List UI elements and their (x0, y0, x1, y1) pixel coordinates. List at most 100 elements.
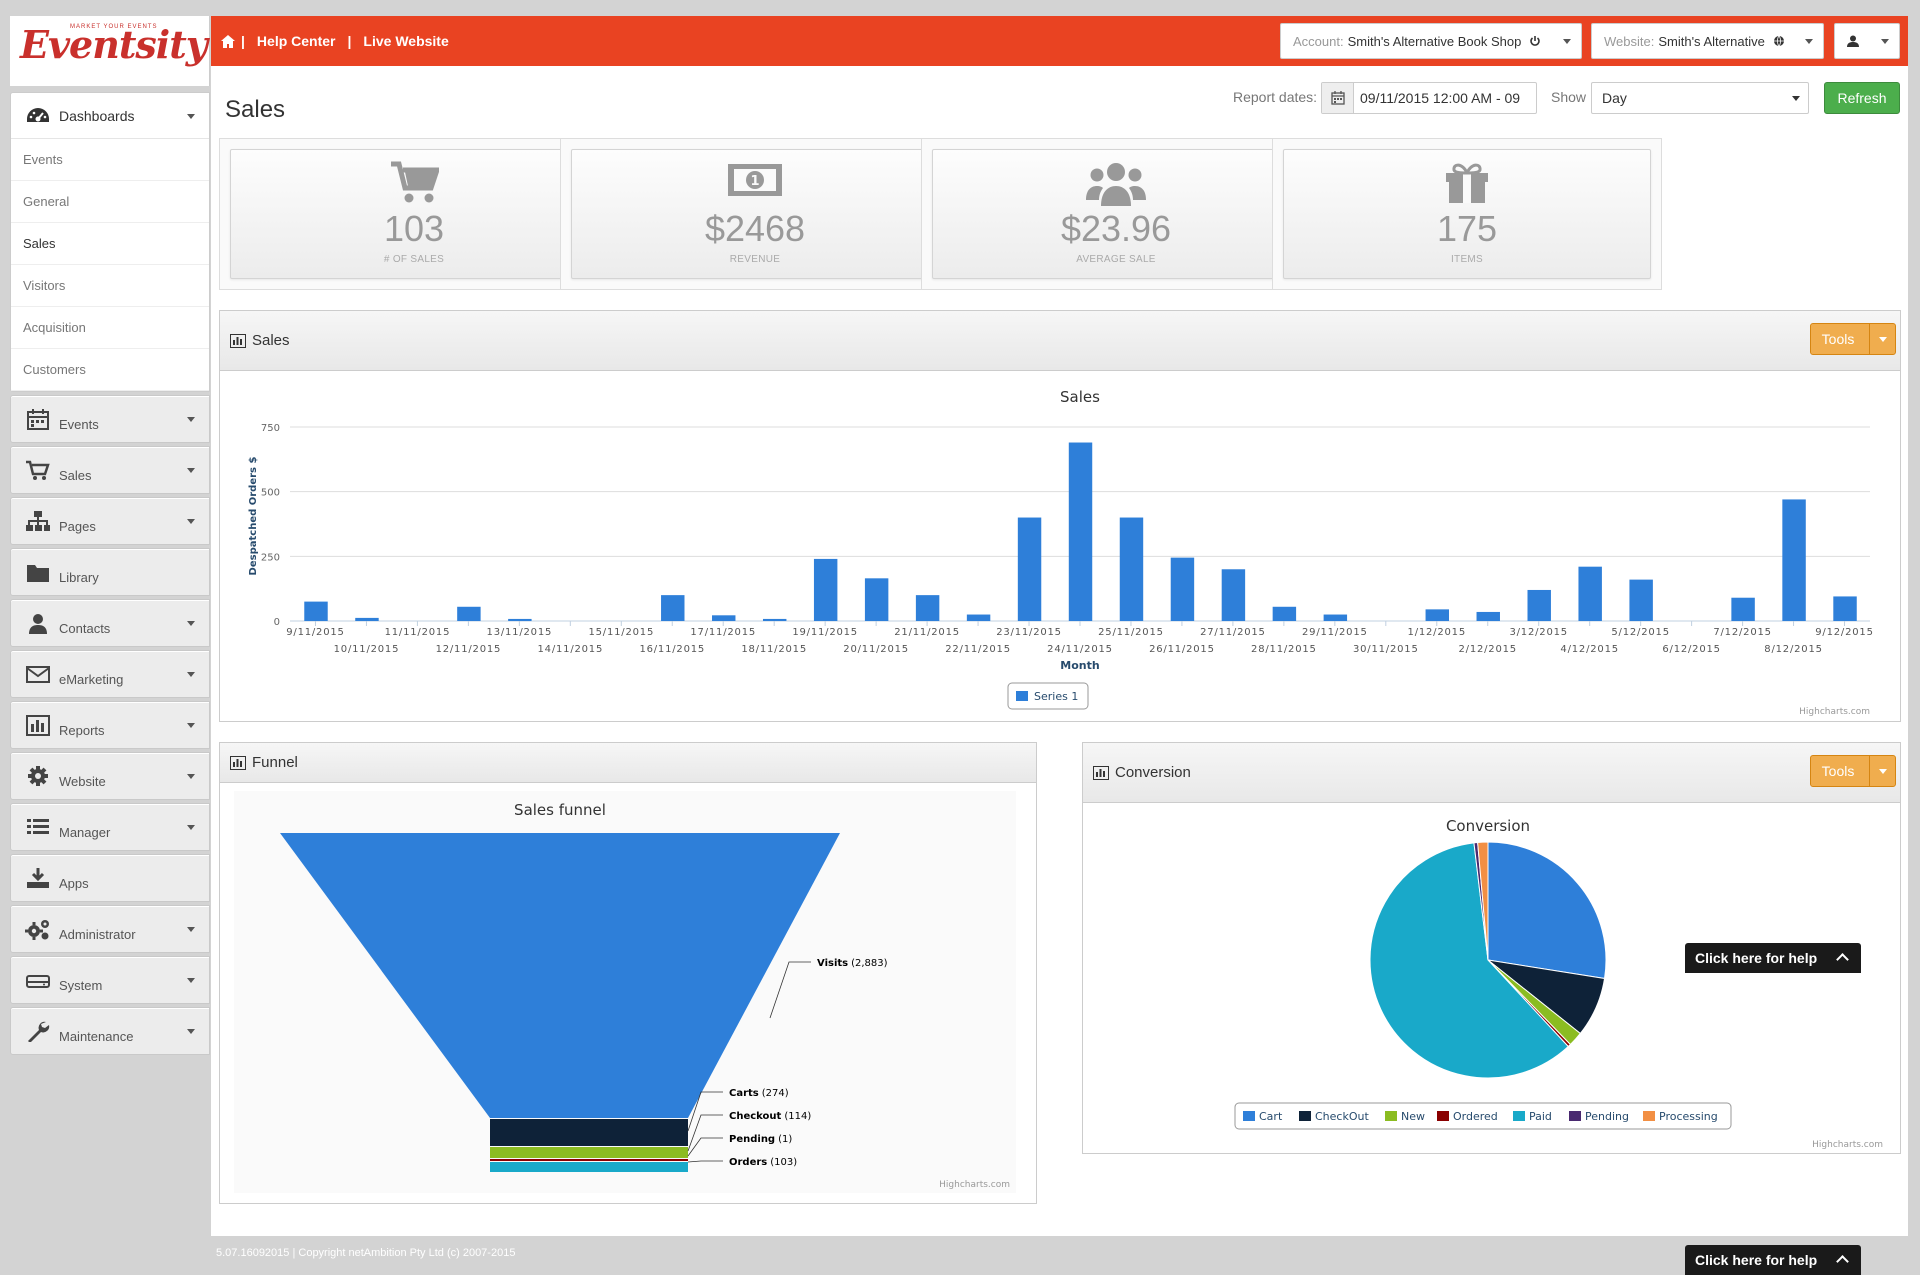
sidebar-menu-pages[interactable]: Pages (10, 497, 210, 545)
bar[interactable] (661, 595, 685, 621)
bar[interactable] (355, 617, 379, 621)
bar[interactable] (1068, 442, 1093, 621)
sidebar-item-general[interactable]: General (11, 181, 209, 223)
help-tab-bottom[interactable]: Click here for help (1685, 1245, 1861, 1275)
chart-credit[interactable]: Highcharts.com (1799, 707, 1870, 717)
sidebar-menu-maintenance[interactable]: Maintenance (10, 1007, 210, 1055)
help-center-link[interactable]: Help Center (256, 33, 336, 49)
logo-tagline: MARKET YOUR EVENTS (70, 24, 158, 30)
account-dropdown[interactable]: Account: Smith's Alternative Book Shop (1280, 23, 1582, 59)
tools-button[interactable]: Tools (1810, 323, 1896, 355)
funnel-segment-checkout[interactable] (490, 1147, 688, 1158)
sidebar-item-sales[interactable]: Sales (11, 223, 209, 265)
sidebar-menu-sales[interactable]: Sales (10, 446, 210, 494)
bar[interactable] (864, 578, 889, 621)
show-select[interactable]: Day (1591, 82, 1809, 114)
gears-icon (25, 920, 49, 940)
sidebar-menu-reports[interactable]: Reports (10, 701, 210, 749)
dashboards-group: Dashboards Events General Sales Visitors Acq… (10, 92, 210, 392)
funnel-segment-pending[interactable] (490, 1159, 688, 1161)
bar[interactable] (1170, 557, 1195, 621)
bar[interactable] (966, 614, 991, 621)
bar[interactable] (1119, 517, 1144, 621)
chevron-down-icon (187, 672, 195, 677)
x-tick-label: 4/12/2015 (1560, 644, 1618, 655)
bar[interactable] (1221, 569, 1246, 621)
pie-slice-paid[interactable] (1369, 842, 1569, 1079)
sidebar-item-customers[interactable]: Customers (11, 349, 209, 391)
refresh-button[interactable]: Refresh (1824, 82, 1900, 114)
legend-item[interactable]: Pending (1569, 1110, 1629, 1123)
x-tick-label: 27/11/2015 (1200, 627, 1266, 638)
bar[interactable] (1272, 606, 1297, 621)
sidebar-menu-library[interactable]: Library (10, 548, 210, 596)
legend-item[interactable]: Ordered (1437, 1110, 1498, 1123)
bar[interactable] (1017, 517, 1042, 621)
funnel-segment-carts[interactable] (490, 1119, 688, 1146)
sidebar-menu-contacts[interactable]: Contacts (10, 599, 210, 647)
dashboards-toggle[interactable]: Dashboards (11, 93, 209, 139)
sidebar-menu-system[interactable]: System (10, 956, 210, 1004)
user-menu-dropdown[interactable] (1834, 23, 1900, 59)
pie-slice-cart[interactable] (1487, 841, 1607, 980)
x-tick-label: 10/11/2015 (334, 644, 400, 655)
logo[interactable]: MARKET YOUR EVENTS Eventsity (10, 16, 210, 86)
legend-item[interactable]: Cart (1243, 1110, 1283, 1123)
chevron-down-icon (187, 927, 195, 932)
legend-item[interactable]: New (1385, 1110, 1425, 1123)
home-icon[interactable] (221, 34, 235, 48)
conversion-chart: Conversion Cart CheckOut New Ordered Paid Pend… (1234, 817, 1883, 1150)
sidebar-item-events[interactable]: Events (11, 139, 209, 181)
legend-item[interactable]: CheckOut (1299, 1110, 1369, 1123)
sidebar-menu-label: System (59, 977, 103, 993)
chart-credit[interactable]: Highcharts.com (939, 1180, 1010, 1190)
sidebar-menu-emarketing[interactable]: eMarketing (10, 650, 210, 698)
sidebar-menu-administrator[interactable]: Administrator (10, 905, 210, 953)
bar[interactable] (1731, 597, 1755, 621)
funnel-segment-visits[interactable] (280, 833, 840, 1118)
wrench-icon (28, 1021, 50, 1042)
money-icon: 1 (728, 164, 782, 196)
help-tab[interactable]: Click here for help (1685, 943, 1861, 973)
bar[interactable] (1425, 609, 1450, 621)
sidebar-menu-manager[interactable]: Manager (10, 803, 210, 851)
bar[interactable] (762, 618, 787, 621)
chart-title: Sales (1060, 388, 1100, 406)
sidebar-menu-website[interactable]: Website (10, 752, 210, 800)
sidebar-menu-events[interactable]: Events (10, 395, 210, 443)
bar[interactable] (1476, 611, 1500, 621)
sidebar-menu-apps[interactable]: Apps (10, 854, 210, 902)
chart-legend[interactable]: Series 1 (1007, 682, 1089, 710)
funnel-label: Orders (103) (729, 1157, 797, 1168)
legend-item[interactable]: Paid (1513, 1110, 1552, 1123)
stat-card-average: $23.96 AVERAGE SALE (921, 138, 1311, 290)
bar[interactable] (1833, 596, 1857, 621)
bar[interactable] (1323, 614, 1348, 621)
bar[interactable] (1629, 579, 1653, 621)
logo-text: Eventsity (20, 22, 208, 67)
bar[interactable] (915, 595, 940, 621)
legend-item[interactable]: Processing (1643, 1110, 1718, 1123)
chevron-up-icon (1836, 953, 1849, 966)
tools-button[interactable]: Tools (1810, 755, 1896, 787)
report-dates-input[interactable]: 09/11/2015 12:00 AM - 09 (1321, 82, 1537, 114)
funnel-segment-orders[interactable] (490, 1162, 688, 1172)
chevron-down-icon (187, 978, 195, 983)
chevron-down-icon (1881, 39, 1889, 44)
bar[interactable] (712, 615, 736, 621)
bar[interactable] (1578, 566, 1602, 621)
live-website-link[interactable]: Live Website (363, 33, 449, 49)
bar[interactable] (1527, 589, 1551, 621)
chart-credit[interactable]: Highcharts.com (1812, 1140, 1883, 1150)
pie-slice-processing[interactable] (1477, 841, 1489, 961)
bar[interactable] (508, 618, 532, 621)
x-tick-label: 16/11/2015 (639, 644, 705, 655)
sidebar-item-acquisition[interactable]: Acquisition (11, 307, 209, 349)
sidebar-item-visitors[interactable]: Visitors (11, 265, 209, 307)
bar[interactable] (457, 606, 481, 621)
bar[interactable] (304, 601, 328, 621)
website-dropdown[interactable]: Website: Smith's Alternative (1591, 23, 1824, 59)
chevron-down-icon (187, 113, 195, 119)
bar[interactable] (1782, 499, 1806, 621)
bar[interactable] (813, 558, 838, 621)
